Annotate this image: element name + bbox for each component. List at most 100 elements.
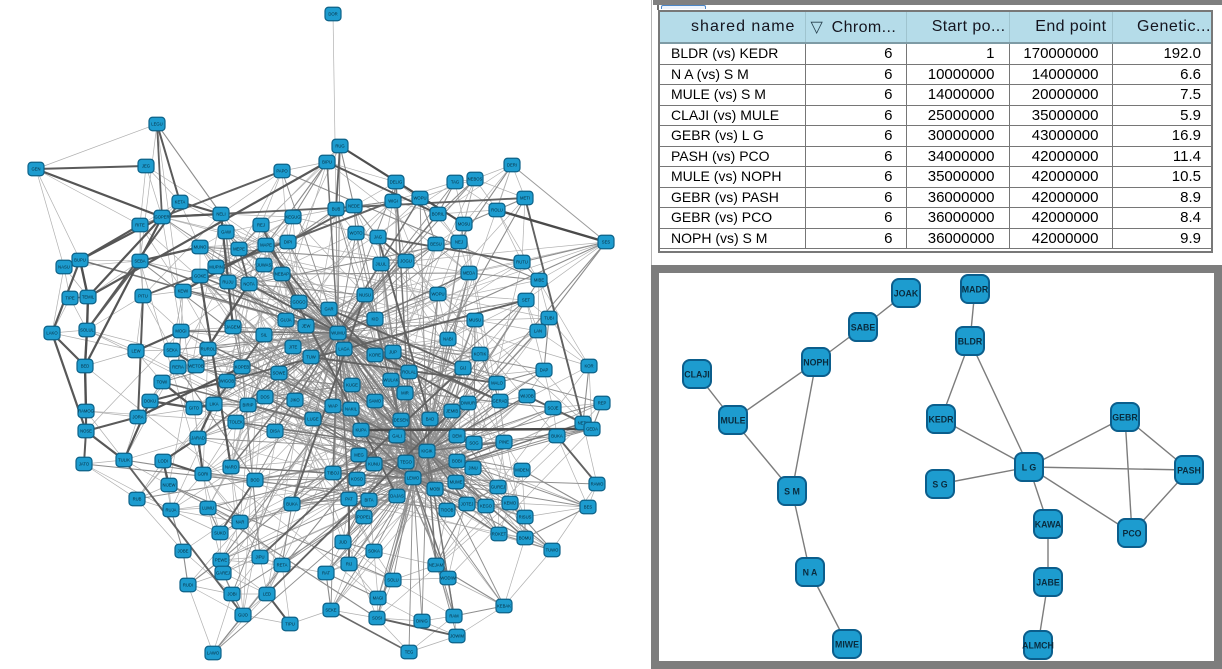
svg-text:JAGEM: JAGEM: [226, 325, 241, 330]
svg-text:TIDOB: TIDOB: [441, 508, 454, 513]
svg-text:JUWAS: JUWAS: [257, 263, 272, 268]
svg-text:GEBR: GEBR: [1112, 413, 1138, 423]
svg-text:BIRIP: BIRIP: [243, 403, 254, 408]
svg-text:SOWE: SOWE: [273, 371, 286, 376]
svg-text:LEGU: LEGU: [151, 122, 162, 127]
svg-text:KUNU: KUNU: [368, 462, 380, 467]
svg-text:TOWI: TOWI: [157, 380, 168, 385]
svg-text:LUGE: LUGE: [307, 417, 319, 422]
svg-text:SOJE: SOJE: [548, 406, 559, 411]
svg-text:DOKU: DOKU: [144, 399, 156, 404]
svg-text:NASU: NASU: [58, 265, 70, 270]
svg-text:JITE: JITE: [289, 345, 298, 350]
svg-text:MEPE: MEPE: [233, 247, 245, 252]
svg-text:WUMU: WUMU: [331, 331, 345, 336]
svg-text:MOBI: MOBI: [430, 487, 441, 492]
svg-text:RIJ: RIJ: [346, 562, 352, 567]
svg-text:KOTIK: KOTIK: [474, 352, 487, 357]
svg-text:JEG: JEG: [142, 164, 150, 169]
svg-text:NETA: NETA: [578, 421, 589, 426]
svg-text:BUKA: BUKA: [286, 502, 298, 507]
svg-text:KIGIK: KIGIK: [421, 449, 432, 454]
svg-text:KEGO: KEGO: [480, 504, 493, 509]
svg-text:SEKE: SEKE: [325, 608, 336, 613]
svg-text:SAMO: SAMO: [369, 399, 382, 404]
svg-text:KAWA: KAWA: [1035, 520, 1062, 530]
svg-text:RUB: RUB: [133, 497, 142, 502]
svg-text:MULE: MULE: [721, 416, 746, 426]
svg-text:BAD: BAD: [426, 417, 435, 422]
svg-text:REP: REP: [598, 401, 607, 406]
svg-text:KETA: KETA: [175, 200, 186, 205]
svg-text:BOMU: BOMU: [519, 536, 532, 541]
svg-text:JEW: JEW: [302, 324, 311, 329]
svg-text:PAPO: PAPO: [276, 169, 288, 174]
svg-text:TEMIL: TEMIL: [82, 295, 95, 300]
svg-text:BESU: BESU: [430, 242, 441, 247]
svg-text:JIKO: JIKO: [290, 398, 300, 403]
svg-text:LAWO: LAWO: [207, 651, 220, 656]
svg-text:NARO: NARO: [225, 465, 238, 470]
svg-text:DOS: DOS: [260, 395, 269, 400]
svg-text:RITE: RITE: [135, 223, 145, 228]
svg-text:NELI: NELI: [216, 212, 225, 217]
svg-text:PITU: PITU: [138, 294, 148, 299]
svg-text:RAM: RAM: [449, 614, 459, 619]
svg-text:GALI: GALI: [392, 434, 402, 439]
svg-text:MUME: MUME: [450, 480, 463, 485]
svg-text:WETOB: WETOB: [188, 364, 203, 369]
svg-text:LEW: LEW: [131, 349, 140, 354]
svg-text:JOWIM: JOWIM: [450, 634, 464, 639]
svg-text:GAREJ: GAREJ: [216, 571, 230, 576]
svg-text:MOSU: MOSU: [458, 222, 471, 227]
svg-text:TIPE: TIPE: [65, 296, 75, 301]
svg-text:NAKIL: NAKIL: [345, 407, 358, 412]
svg-text:SOLU: SOLU: [387, 578, 398, 583]
svg-text:BED: BED: [81, 364, 90, 369]
svg-text:SOKA: SOKA: [368, 549, 380, 554]
svg-text:NUSU: NUSU: [359, 293, 371, 298]
svg-text:SOSI: SOSI: [372, 616, 382, 621]
svg-text:PINE: PINE: [499, 440, 509, 445]
svg-text:DIWUR: DIWUR: [461, 401, 475, 406]
svg-text:WAP: WAP: [328, 404, 338, 409]
svg-text:L G: L G: [1022, 463, 1037, 473]
svg-text:SOLUL: SOLUL: [80, 328, 94, 333]
svg-text:TULIK: TULIK: [118, 458, 130, 463]
svg-text:RUJU: RUJU: [222, 280, 233, 285]
svg-text:KEGUG: KEGUG: [285, 215, 300, 220]
svg-text:BLDR: BLDR: [958, 337, 983, 347]
svg-text:BOBI: BOBI: [452, 459, 462, 464]
svg-text:KOPEB: KOPEB: [235, 365, 250, 370]
svg-text:JUP: JUP: [389, 350, 397, 355]
svg-text:KEMO: KEMO: [504, 501, 517, 506]
svg-text:LUMU: LUMU: [202, 506, 214, 511]
svg-text:LIKA: LIKA: [209, 402, 218, 407]
svg-text:SES: SES: [602, 240, 611, 245]
svg-text:TUWO: TUWO: [546, 548, 560, 553]
svg-text:GAR: GAR: [324, 307, 333, 312]
svg-text:JOBE: JOBE: [178, 549, 189, 554]
svg-text:DAP: DAP: [540, 368, 549, 373]
svg-text:WIGI: WIGI: [388, 199, 398, 204]
svg-text:MAPE: MAPE: [260, 243, 272, 248]
svg-text:MIR: MIR: [401, 391, 409, 396]
svg-text:SIL: SIL: [261, 333, 268, 338]
svg-text:DISA: DISA: [270, 429, 280, 434]
svg-text:SOG: SOG: [469, 441, 478, 446]
svg-text:JOBI: JOBI: [227, 592, 236, 597]
svg-text:JOTEJ: JOTEJ: [461, 502, 474, 507]
svg-text:NEBOS: NEBOS: [468, 177, 483, 182]
svg-text:NEBAP: NEBAP: [275, 272, 289, 277]
svg-text:TAG: TAG: [451, 180, 459, 185]
svg-text:GOKE: GOKE: [194, 274, 206, 279]
svg-text:MIBE: MIBE: [534, 278, 544, 283]
svg-text:TEG: TEG: [405, 650, 414, 655]
svg-text:BIPU: BIPU: [322, 160, 332, 165]
svg-text:JINU: JINU: [468, 466, 477, 471]
svg-text:TOLEK: TOLEK: [229, 420, 243, 425]
svg-text:S G: S G: [932, 480, 947, 490]
svg-text:RUTU: RUTU: [516, 260, 528, 265]
svg-text:PASH: PASH: [1177, 466, 1201, 476]
svg-text:GUREJ: GUREJ: [491, 485, 505, 490]
